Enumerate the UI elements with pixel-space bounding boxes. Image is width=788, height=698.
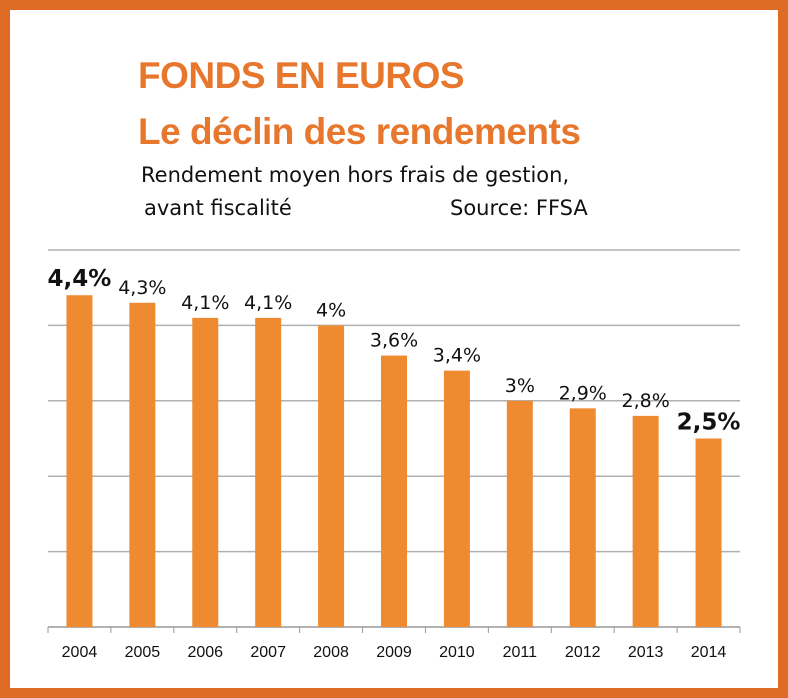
x-tick-label: 2014 — [691, 644, 727, 661]
bar — [381, 355, 407, 627]
bar — [695, 438, 722, 627]
data-label: 4,1% — [181, 292, 229, 314]
x-tick-label: 2006 — [187, 644, 223, 661]
data-label: 3,6% — [370, 330, 418, 352]
data-label: 4,1% — [244, 292, 292, 314]
bar — [569, 408, 596, 627]
chart-title-line-2: Le déclin des rendements — [138, 111, 581, 152]
x-tick-label: 2010 — [439, 644, 475, 661]
x-tick-label: 2012 — [565, 644, 601, 661]
source-note: Source: FFSA — [450, 196, 588, 220]
bar — [66, 295, 93, 627]
bar — [443, 370, 470, 627]
data-label: 4,3% — [118, 277, 166, 299]
chart-title: FONDS EN EUROS — [138, 55, 465, 96]
data-label: 2,5% — [677, 410, 741, 436]
x-tick-label: 2005 — [125, 644, 161, 661]
data-label: 4% — [316, 299, 346, 321]
data-label: 4,4% — [48, 266, 112, 292]
bar-chart: 4,4% 2004 4,3% 2005 4,1% 2006 4,1% 2007 4% 2008 3,… — [47, 249, 741, 661]
bar — [129, 302, 156, 627]
x-tick-label: 2008 — [313, 644, 349, 661]
chart-subtitle: Rendement moyen hors frais de gestion, — [141, 163, 570, 187]
bar — [318, 325, 345, 627]
x-tick-label: 2007 — [250, 644, 286, 661]
data-label: 2,8% — [621, 390, 669, 412]
bar — [192, 317, 219, 627]
chart-card: FONDS EN EUROS Le déclin des rendements … — [10, 10, 778, 688]
bar — [255, 317, 282, 627]
x-tick-label: 2009 — [376, 644, 412, 661]
bar — [506, 400, 533, 627]
data-label: 2,9% — [559, 382, 607, 404]
bar — [632, 415, 659, 627]
x-tick-label: 2004 — [62, 644, 98, 661]
data-label: 3,4% — [433, 345, 481, 367]
data-label: 3% — [505, 375, 535, 397]
chart-subtitle-line-2: avant fiscalité — [144, 196, 292, 220]
x-tick-label: 2011 — [503, 644, 538, 661]
x-tick-label: 2013 — [628, 644, 664, 661]
